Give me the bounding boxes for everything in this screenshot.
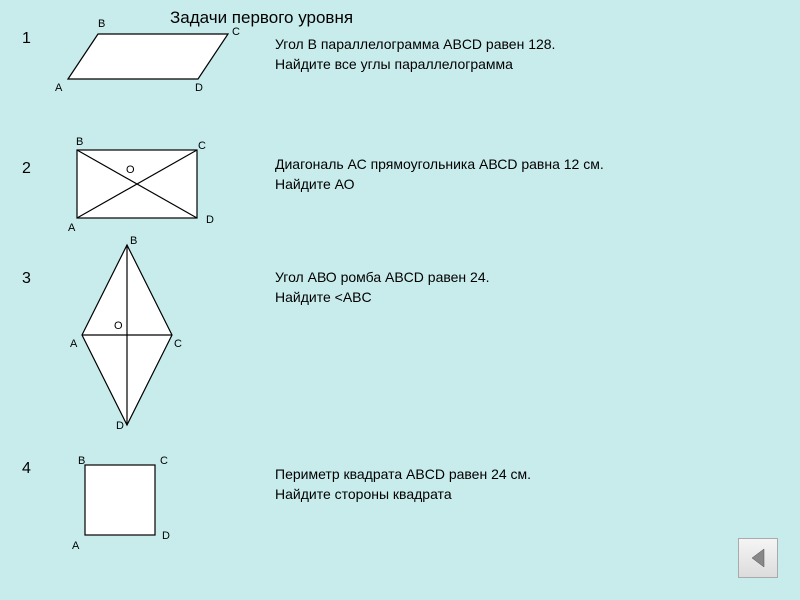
p3-label-a: A xyxy=(70,338,77,350)
rectangle-figure xyxy=(72,140,212,230)
p4-line1: Периметр квадрата ABCD равен 24 см. xyxy=(275,465,531,485)
p2-label-c: C xyxy=(198,140,206,152)
p3-line1: Угол АВО ромба ABCD равен 24. xyxy=(275,268,490,288)
rhombus-figure xyxy=(72,240,182,430)
problem-2-text: Диагональ АС прямоугольника АВСD равна 1… xyxy=(275,155,604,194)
p4-line2: Найдите стороны квадрата xyxy=(275,485,531,505)
p4-label-b: B xyxy=(78,455,85,467)
problem-4-number: 4 xyxy=(22,460,31,478)
p1-line2: Найдите все углы параллелограмма xyxy=(275,55,555,75)
p2-label-d: D xyxy=(206,214,214,226)
p1-line1: Угол В параллелограмма ABCD равен 128. xyxy=(275,35,555,55)
p3-label-o: O xyxy=(114,320,123,332)
p2-label-a: A xyxy=(68,222,75,234)
p1-label-c: C xyxy=(232,26,240,38)
problem-4-text: Периметр квадрата ABCD равен 24 см. Найд… xyxy=(275,465,531,504)
p3-line2: Найдите <ABC xyxy=(275,288,490,308)
parallelogram-figure xyxy=(58,24,238,94)
square-figure xyxy=(80,460,170,550)
p1-label-a: A xyxy=(55,82,62,94)
p4-label-d: D xyxy=(162,530,170,542)
p4-label-a: A xyxy=(72,540,79,552)
problem-1-number: 1 xyxy=(22,30,31,48)
p1-label-d: D xyxy=(195,82,203,94)
p2-line1: Диагональ АС прямоугольника АВСD равна 1… xyxy=(275,155,604,175)
problem-3-text: Угол АВО ромба ABCD равен 24. Найдите <A… xyxy=(275,268,490,307)
p4-label-c: C xyxy=(160,455,168,467)
p1-label-b: B xyxy=(98,18,105,30)
problem-3-number: 3 xyxy=(22,270,31,288)
p3-label-c: C xyxy=(174,338,182,350)
problem-1-text: Угол В параллелограмма ABCD равен 128. Н… xyxy=(275,35,555,74)
p2-label-b: B xyxy=(76,136,83,148)
p3-label-b: B xyxy=(130,235,137,247)
back-button[interactable] xyxy=(738,538,778,578)
triangle-left-icon xyxy=(749,547,767,569)
problem-2-number: 2 xyxy=(22,160,31,178)
p3-label-d: D xyxy=(116,420,124,432)
p2-label-o: O xyxy=(126,164,135,176)
p2-line2: Найдите АО xyxy=(275,175,604,195)
